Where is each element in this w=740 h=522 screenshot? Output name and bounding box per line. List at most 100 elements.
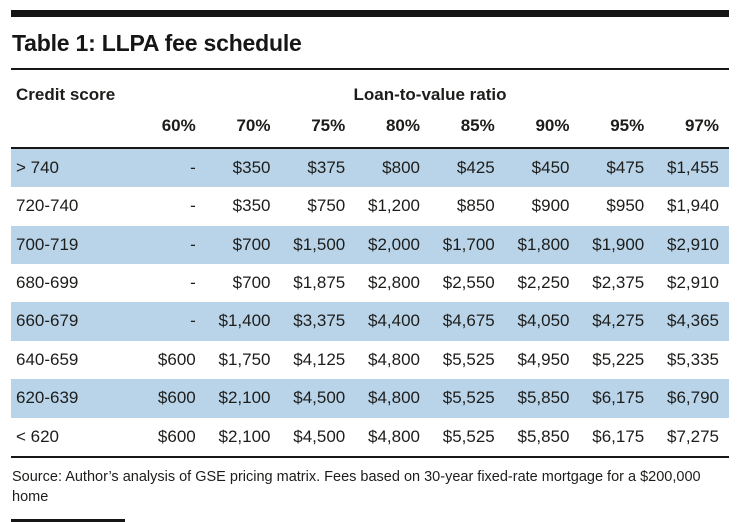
ltv-column-header: 80% (355, 107, 430, 149)
fee-cell: $1,940 (667, 196, 719, 216)
ltv-column-header: 85% (430, 107, 505, 149)
fee-cell: $4,800 (368, 388, 420, 408)
credit-score-cell: > 740 (16, 157, 60, 177)
ltv-column-header: 75% (280, 107, 356, 149)
fee-cell: $5,525 (442, 388, 495, 408)
table-row: < 620 $600 $2,100 $4,500 $4,800 $5,525 $5,850 $… (11, 417, 729, 458)
fee-cell: $350 (232, 196, 271, 216)
fee-cell: $2,550 (442, 272, 495, 292)
table-row: > 740 - $350 $375 $800 $425 $450 $475 $1,455 (11, 147, 729, 188)
bottom-rule (11, 518, 125, 522)
table-body: > 740 - $350 $375 $800 $425 $450 $475 $1,455 720-… (11, 147, 729, 458)
fee-cell: $5,525 (442, 349, 495, 369)
ltv-column-header: 70% (205, 107, 281, 149)
ltv-header-row: 60% 70% 75% 80% 85% 90% 95% 97% (11, 107, 729, 149)
credit-score-cell: 680-699 (16, 272, 79, 292)
fee-cell: $700 (232, 234, 271, 254)
fee-cell: $6,175 (579, 417, 655, 458)
table-row: 700-719 - $700 $1,500 $2,000 $1,700 $1,800 $1,9… (11, 225, 729, 264)
ltv-group-header: Loan-to-value ratio (353, 85, 507, 104)
ltv-column-header: 60% (131, 107, 206, 149)
fee-cell: $2,100 (205, 417, 281, 458)
credit-score-cell: 700-719 (16, 234, 79, 254)
ltv-column-header: 90% (504, 107, 580, 149)
fee-cell: $2,250 (517, 272, 570, 292)
fee-cell: $2,375 (592, 272, 645, 292)
fee-cell: $475 (606, 157, 645, 177)
fee-cell: $1,800 (517, 234, 570, 254)
fee-cell: $700 (232, 272, 271, 292)
fee-cell: $600 (157, 388, 196, 408)
fee-cell: - (190, 157, 196, 177)
group-header-row: Credit score Loan-to-value ratio (11, 70, 729, 107)
top-rule (11, 10, 729, 17)
fee-cell: $4,500 (293, 388, 346, 408)
fee-cell: $1,900 (592, 234, 645, 254)
credit-score-cell: 660-679 (16, 311, 79, 331)
table-title: Table 1: LLPA fee schedule (12, 30, 302, 56)
source-note: Source: Author’s analysis of GSE pricing… (12, 468, 701, 506)
ltv-column-header: 95% (579, 107, 655, 149)
fee-cell: $2,910 (667, 234, 719, 254)
fee-cell: $2,910 (667, 272, 719, 292)
fee-cell: $1,700 (442, 234, 495, 254)
fee-cell: $6,790 (667, 388, 719, 408)
fee-cell: $450 (531, 157, 570, 177)
fee-cell: - (190, 311, 196, 331)
table-row: 680-699 - $700 $1,875 $2,800 $2,550 $2,250 $2,3… (11, 264, 729, 302)
ltv-header-empty-cell (11, 107, 131, 149)
fee-cell: $5,335 (667, 349, 719, 369)
fee-cell: $5,850 (517, 388, 570, 408)
fee-cell: $4,365 (667, 311, 719, 331)
fee-cell: $425 (456, 157, 495, 177)
fee-cell: $7,275 (654, 417, 729, 458)
fee-cell: $5,525 (430, 417, 505, 458)
fee-cell: $600 (157, 349, 196, 369)
fee-cell: $4,500 (280, 417, 356, 458)
credit-score-cell: 640-659 (16, 349, 79, 369)
fee-cell: $850 (456, 196, 495, 216)
fee-cell: $3,375 (293, 311, 346, 331)
fee-cell: $4,050 (517, 311, 570, 331)
fee-cell: $375 (307, 157, 346, 177)
fee-cell: - (190, 272, 196, 292)
fee-cell: $600 (131, 417, 206, 458)
fee-cell: $800 (382, 157, 420, 177)
fee-cell: $4,950 (517, 349, 570, 369)
fee-cell: - (190, 196, 196, 216)
fee-cell: $2,000 (368, 234, 420, 254)
table-row: 620-639 $600 $2,100 $4,500 $4,800 $5,525 $5,85… (11, 379, 729, 418)
fee-cell: $350 (232, 157, 271, 177)
title-rule (11, 68, 729, 70)
credit-score-column-header: Credit score (16, 85, 116, 104)
fee-cell: $1,200 (368, 196, 420, 216)
fee-cell: $1,750 (218, 349, 271, 369)
fee-cell: $4,800 (355, 417, 430, 458)
table-row: 640-659 $600 $1,750 $4,125 $4,800 $5,525 $4,95… (11, 341, 729, 379)
llpa-table: Credit score Loan-to-value ratio 60% 70% 7… (11, 70, 729, 458)
fee-cell: $750 (307, 196, 346, 216)
fee-cell: $2,800 (368, 272, 420, 292)
credit-score-cell: 620-639 (16, 388, 79, 408)
fee-cell: $1,455 (667, 157, 719, 177)
credit-score-cell: 720-740 (16, 196, 79, 216)
fee-cell: $950 (606, 196, 645, 216)
fee-cell: $4,675 (442, 311, 495, 331)
ltv-column-header: 97% (654, 107, 729, 149)
table-row: 720-740 - $350 $750 $1,200 $850 $900 $950 $1,940 (11, 187, 729, 225)
fee-cell: $6,175 (592, 388, 645, 408)
fee-cell: $1,875 (293, 272, 346, 292)
fee-cell: $4,275 (592, 311, 645, 331)
credit-score-cell: < 620 (11, 417, 131, 458)
fee-cell: $1,400 (218, 311, 271, 331)
fee-cell: $4,800 (368, 349, 420, 369)
fee-cell: $4,125 (293, 349, 346, 369)
fee-cell: $4,400 (368, 311, 420, 331)
table-row: 660-679 - $1,400 $3,375 $4,400 $4,675 $4,050 $4… (11, 302, 729, 341)
fee-cell: $2,100 (218, 388, 271, 408)
fee-cell: $5,225 (592, 349, 645, 369)
fee-cell: $5,850 (504, 417, 580, 458)
fee-cell: - (190, 234, 196, 254)
fee-cell: $900 (531, 196, 570, 216)
